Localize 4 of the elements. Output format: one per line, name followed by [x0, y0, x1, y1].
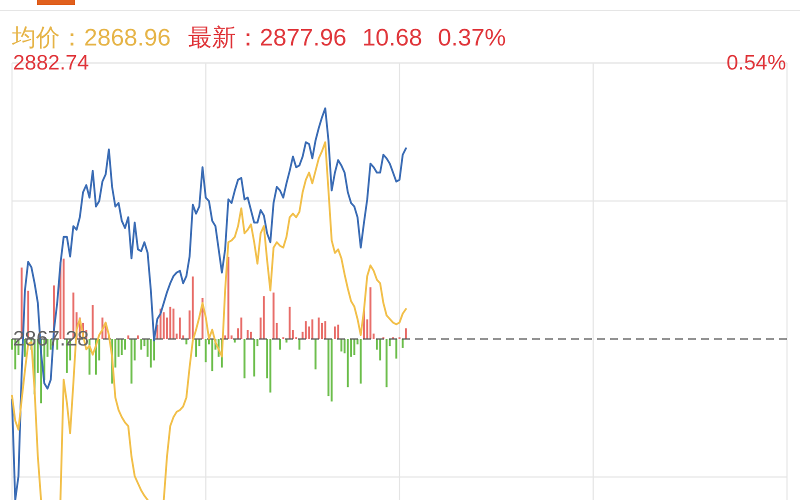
y-tick-label: 2882.74 — [13, 52, 90, 74]
annotation: 0.54% — [726, 52, 786, 74]
chart-title: 均价：2868.96 — [11, 24, 171, 52]
chart-subtitle: 最新：2877.96 10.68 0.37% — [188, 24, 506, 52]
